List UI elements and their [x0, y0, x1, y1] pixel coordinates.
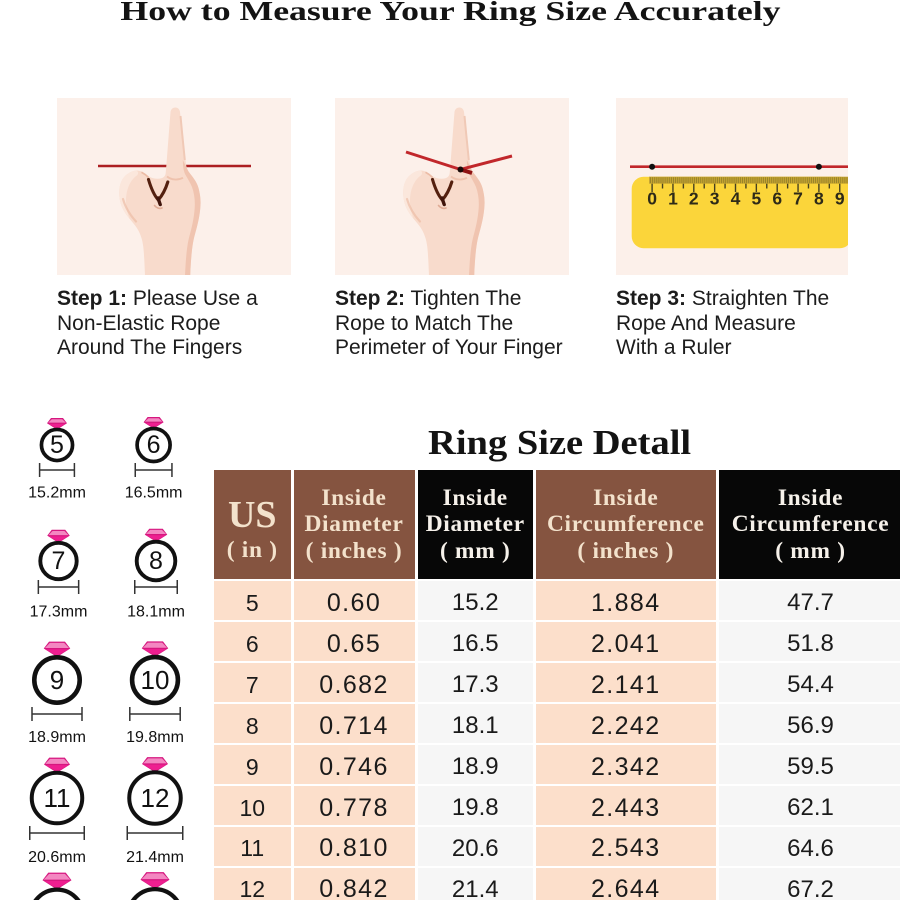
svg-text:8: 8: [149, 547, 163, 575]
svg-text:7: 7: [793, 189, 803, 209]
svg-text:11: 11: [44, 783, 71, 813]
svg-text:10: 10: [141, 665, 170, 695]
svg-text:19.8mm: 19.8mm: [126, 729, 184, 746]
svg-text:0: 0: [647, 189, 657, 209]
svg-text:20.6mm: 20.6mm: [28, 849, 86, 866]
svg-text:4: 4: [731, 189, 741, 209]
svg-text:18.1mm: 18.1mm: [127, 604, 185, 621]
svg-text:9: 9: [835, 189, 845, 209]
svg-text:1: 1: [668, 189, 678, 209]
svg-text:16.5mm: 16.5mm: [125, 485, 183, 502]
svg-text:5: 5: [751, 189, 761, 209]
svg-text:7: 7: [52, 547, 66, 575]
svg-text:12: 12: [141, 783, 170, 813]
svg-text:3: 3: [710, 189, 720, 209]
svg-text:5: 5: [50, 431, 64, 459]
svg-text:2: 2: [689, 189, 699, 209]
svg-text:15.2mm: 15.2mm: [28, 485, 86, 502]
svg-text:18.9mm: 18.9mm: [28, 729, 86, 746]
svg-text:6: 6: [147, 431, 161, 459]
svg-text:17.3mm: 17.3mm: [30, 604, 88, 621]
svg-text:21.4mm: 21.4mm: [126, 849, 184, 866]
svg-text:9: 9: [50, 665, 64, 695]
svg-text:8: 8: [814, 189, 824, 209]
svg-text:6: 6: [772, 189, 782, 209]
